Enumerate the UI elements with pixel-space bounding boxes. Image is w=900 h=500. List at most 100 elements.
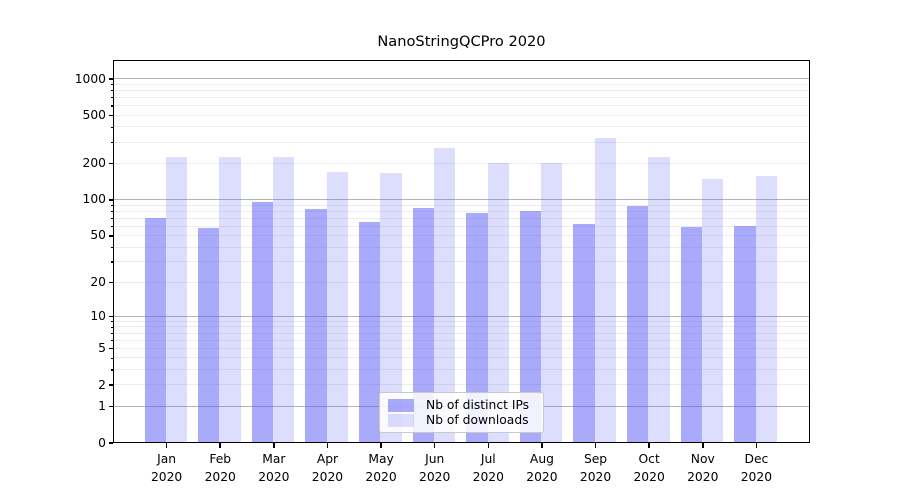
gridline-major-1000 [114,78,809,80]
xtick-mark-nov [702,443,704,448]
ytick-mark-minor-600 [110,105,113,107]
bar-distinct-ips-jan [144,217,166,443]
xtick-label-jul: Jul 2020 [472,452,504,484]
legend-item-downloads: Nb of downloads [388,413,535,427]
legend: Nb of distinct IPs Nb of downloads [379,392,544,433]
gridline-major-100 [114,199,809,201]
xtick-mark-oct [648,443,650,448]
bar-distinct-ips-dec [734,225,756,443]
xtick-label-jan: Jan 2020 [150,452,183,484]
bar-distinct-ips-jun [412,208,434,443]
gridline-minor-20 [114,281,809,283]
gridline-minor-800 [114,89,809,91]
gridline-minor-3 [114,369,809,371]
bar-distinct-ips-feb [198,228,220,443]
gridline-minor-80 [114,210,809,212]
bar-distinct-ips-may [358,222,381,443]
xtick-label-may: May 2020 [365,452,397,484]
ytick-mark-5 [108,347,113,350]
ytick-mark-minor-40 [110,246,113,248]
ytick-mark-minor-9 [110,321,113,323]
xtick-label-feb: Feb 2020 [204,452,236,484]
ytick-label-200: 200 [82,156,106,171]
bar-distinct-ips-jul [466,212,488,443]
chart-title: NanoStringQCPro 2020 [377,33,546,50]
bar-downloads-oct [648,156,670,443]
bar-downloads-may [380,173,402,443]
ytick-mark-minor-70 [110,217,113,220]
xtick-mark-dec [755,443,758,448]
ytick-mark-1000 [108,78,113,80]
gridline-minor-30 [114,261,809,263]
xtick-mark-feb [219,443,221,448]
ytick-mark-50 [108,235,113,237]
gridline-minor-40 [114,246,809,248]
gridline-minor-200 [114,162,809,164]
ytick-mark-minor-400 [110,126,113,128]
ytick-mark-minor-900 [110,83,113,86]
gridline-minor-500 [114,114,809,116]
bar-downloads-nov [701,178,724,443]
bar-distinct-ips-oct [627,206,649,443]
xtick-mark-aug [541,443,543,448]
gridline-minor-8 [114,326,809,328]
legend-swatch-distinct-ips [388,398,414,412]
bar-distinct-ips-apr [305,208,327,443]
ytick-label-500: 500 [82,108,106,122]
ytick-mark-minor-80 [110,210,113,213]
ytick-label-50: 50 [90,228,106,243]
bar-downloads-apr [326,171,348,443]
xtick-mark-mar [273,443,275,448]
xtick-mark-jan [165,443,168,448]
ytick-mark-500 [108,114,113,117]
ytick-label-10: 10 [90,309,106,324]
ytick-mark-minor-60 [110,225,113,228]
ytick-label-0: 0 [98,435,106,450]
ytick-mark-minor-8 [110,326,113,328]
gridline-minor-50 [114,235,809,237]
ytick-mark-minor-7 [110,332,113,335]
ytick-label-20: 20 [90,275,106,290]
gridline-minor-2 [114,384,809,386]
xtick-label-nov: Nov 2020 [687,452,719,484]
bar-distinct-ips-sep [573,223,595,443]
xtick-label-aug: Aug 2020 [526,452,558,484]
xtick-mark-jun [433,443,436,448]
ytick-label-1: 1 [98,398,106,413]
xtick-label-apr: Apr 2020 [311,452,344,484]
ytick-label-5: 5 [98,341,106,356]
legend-label-distinct-ips: Nb of distinct IPs [426,398,530,412]
ytick-label-2: 2 [98,377,106,392]
xtick-label-dec: Dec 2020 [740,452,773,484]
plot-area [113,60,810,443]
bar-downloads-jan [165,157,188,443]
ytick-mark-minor-6 [110,339,113,342]
xtick-mark-jul [487,443,490,448]
bar-distinct-ips-nov [680,226,702,443]
bar-downloads-mar [273,156,295,443]
xtick-mark-apr [326,443,329,448]
gridline-major-10 [114,315,809,317]
ytick-mark-10 [108,315,113,318]
bar-downloads-jul [487,163,509,443]
legend-item-distinct-ips: Nb of distinct IPs [388,398,535,412]
ytick-mark-minor-3 [110,369,113,371]
gridline-minor-5 [114,347,809,349]
gridline-minor-4 [114,357,809,359]
gridline-minor-9 [114,320,809,322]
ytick-mark-2 [108,384,113,386]
bar-downloads-sep [594,137,617,443]
xtick-mark-may [380,443,382,448]
gridline-minor-400 [114,126,809,128]
ytick-label-1000: 1000 [74,71,106,86]
legend-label-downloads: Nb of downloads [426,413,529,427]
ytick-mark-1 [108,405,113,408]
ytick-mark-minor-4 [110,357,113,359]
ytick-mark-100 [108,199,113,201]
xtick-label-oct: Oct 2020 [633,452,665,484]
ytick-mark-minor-300 [110,141,113,143]
gridline-minor-60 [114,225,809,227]
ytick-mark-minor-30 [110,261,113,263]
xtick-label-jun: Jun 2020 [419,452,451,484]
